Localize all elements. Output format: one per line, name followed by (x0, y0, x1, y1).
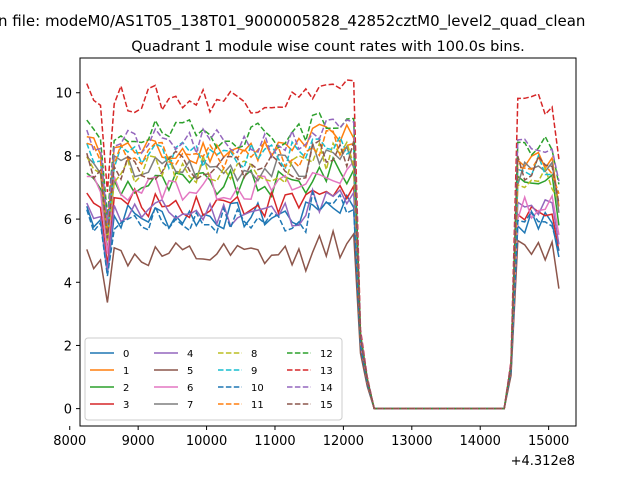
x-tick-label: 10000 (186, 434, 227, 449)
y-tick-label: 10 (55, 87, 72, 102)
x-tick-label: 13000 (391, 434, 432, 449)
x-axis: 8000 9000 10000 11000 12000 13000 14000 15000 (53, 426, 569, 449)
legend-box (84, 337, 343, 421)
x-tick-label: 9000 (122, 434, 155, 449)
x-tick-label: 12000 (323, 434, 364, 449)
legend-label-15: 15 (320, 400, 333, 411)
legend-label-6: 6 (187, 383, 193, 394)
legend-label-2: 2 (123, 383, 129, 394)
legend-label-12: 12 (320, 349, 333, 360)
x-tick-label: 8000 (53, 434, 86, 449)
legend-label-11: 11 (251, 400, 264, 411)
series-line-15 (86, 139, 560, 410)
legend-label-8: 8 (251, 349, 257, 360)
y-tick-label: 2 (64, 339, 72, 354)
legend-label-1: 1 (123, 366, 129, 377)
legend-label-5: 5 (187, 366, 193, 377)
legend-label-3: 3 (123, 400, 129, 411)
y-tick-label: 6 (64, 213, 72, 228)
series-line-13 (86, 79, 560, 410)
series-layer (86, 79, 560, 410)
y-tick-label: 0 (64, 403, 72, 418)
figure-suptitle: n file: modeM0/AS1T05_138T01_9000005828_… (0, 12, 585, 31)
legend-label-14: 14 (320, 383, 333, 394)
legend-label-4: 4 (187, 349, 193, 360)
x-offset-label: +4.312e8 (511, 454, 575, 469)
legend-label-9: 9 (251, 366, 257, 377)
legend-label-7: 7 (187, 400, 193, 411)
y-tick-label: 4 (64, 276, 72, 291)
plot-frame (79, 57, 577, 427)
legend-label-10: 10 (251, 383, 264, 394)
x-tick-label: 11000 (254, 434, 295, 449)
chart-title: Quadrant 1 module wise count rates with … (131, 39, 525, 55)
legend-label-13: 13 (320, 366, 333, 377)
x-tick-label: 14000 (460, 434, 501, 449)
y-axis: 0 2 4 6 8 10 (55, 87, 80, 418)
legend-label-0: 0 (123, 349, 129, 360)
x-tick-label: 15000 (528, 434, 569, 449)
y-tick-label: 8 (64, 150, 72, 165)
